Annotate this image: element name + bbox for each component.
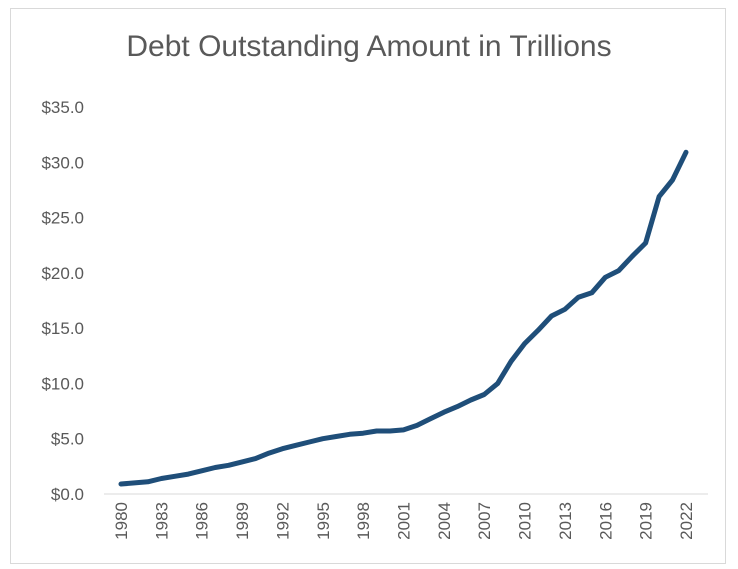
y-tick-label: $0.0 xyxy=(51,485,84,504)
x-tick-label: 2022 xyxy=(677,502,696,540)
x-tick-label: 2004 xyxy=(435,502,454,540)
x-tick-label: 2019 xyxy=(637,502,656,540)
x-tick-label: 1995 xyxy=(314,502,333,540)
x-tick-label: 1989 xyxy=(233,502,252,540)
y-tick-label: $15.0 xyxy=(41,319,84,338)
x-tick-label: 2001 xyxy=(395,502,414,540)
x-tick-label: 1992 xyxy=(273,502,292,540)
series-line-debt xyxy=(118,149,689,487)
x-tick-label: 1998 xyxy=(354,502,373,540)
x-tick-label: 2013 xyxy=(556,502,575,540)
y-axis-ticks: $0.0 $5.0 $10.0 $15.0 $20.0 $25.0 $30.0 $35.0 xyxy=(41,98,84,504)
x-tick-label: 1986 xyxy=(193,502,212,540)
y-tick-label: $5.0 xyxy=(51,430,84,449)
x-tick-label: 2016 xyxy=(596,502,615,540)
chart-title: Debt Outstanding Amount in Trillions xyxy=(126,30,612,63)
y-tick-label: $30.0 xyxy=(41,153,84,172)
y-tick-label: $20.0 xyxy=(41,264,84,283)
x-tick-label: 2010 xyxy=(516,502,535,540)
x-tick-label: 1983 xyxy=(152,502,171,540)
x-tick-label: 1980 xyxy=(112,502,131,540)
y-tick-label: $10.0 xyxy=(41,374,84,393)
x-tick-label: 2007 xyxy=(475,502,494,540)
y-tick-label: $35.0 xyxy=(41,98,84,117)
chart-frame xyxy=(10,8,726,564)
x-axis-ticks: 1980 1983 1986 1989 1992 1995 1998 2001 2004 2007… xyxy=(112,502,696,540)
y-tick-label: $25.0 xyxy=(41,209,84,228)
